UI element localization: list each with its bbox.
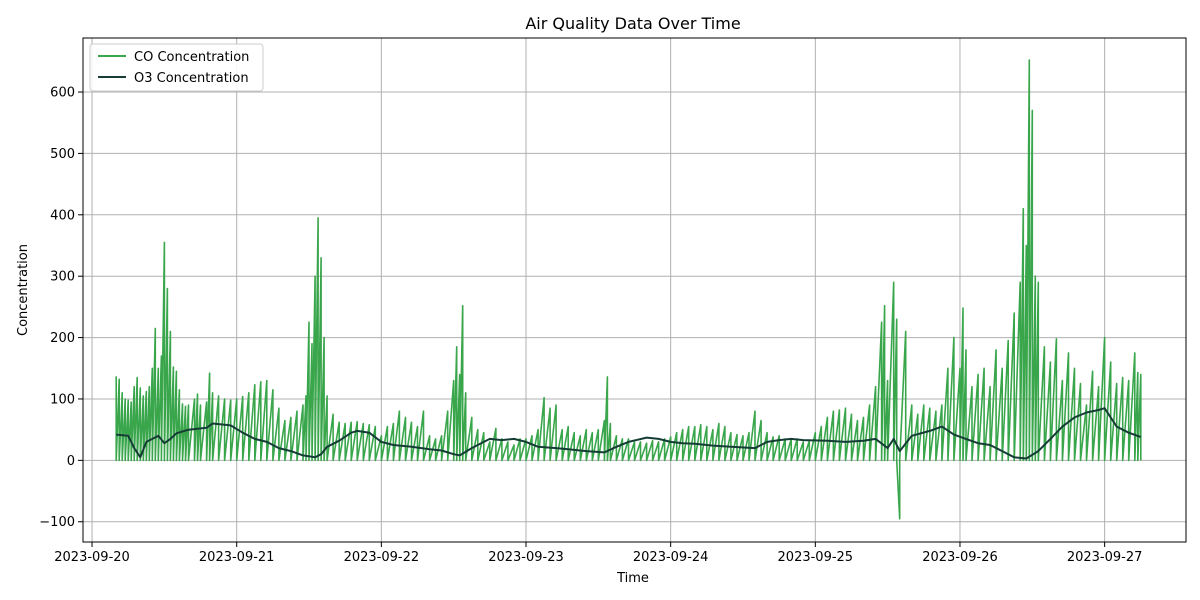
x-tick-label: 2023-09-21 (199, 550, 275, 565)
x-tick-label: 2023-09-20 (54, 550, 130, 565)
y-tick-label: 200 (50, 331, 75, 346)
x-tick-label: 2023-09-23 (488, 550, 564, 565)
legend-box (89, 43, 264, 92)
y-tick-label: 400 (50, 208, 75, 223)
y-tick-label: 500 (50, 147, 75, 162)
x-tick-label: 2023-09-24 (633, 550, 709, 565)
series-line-o3 (116, 407, 1142, 460)
x-axis-label: Time (616, 571, 649, 586)
y-tick-label: 100 (50, 392, 75, 407)
y-tick-label: −100 (39, 515, 75, 530)
plot-frame (82, 37, 1187, 543)
y-axis: −100 0 100 200 300 400 500 600 (39, 86, 83, 530)
x-tick-label: 2023-09-25 (778, 550, 854, 565)
x-axis: 2023-09-20 2023-09-21 2023-09-22 2023-09-23… (54, 542, 1142, 565)
y-tick-label: 300 (50, 270, 75, 285)
x-tick-label: 2023-09-22 (344, 550, 420, 565)
series-line-co (115, 59, 1142, 520)
legend: CO Concentration O3 Concentration (89, 43, 264, 92)
y-tick-label: 600 (50, 86, 75, 101)
x-tick-label: 2023-09-26 (922, 550, 998, 565)
chart-title: Air Quality Data Over Time (525, 14, 740, 33)
legend-label-co: CO Concentration (134, 50, 249, 65)
y-tick-label: 0 (67, 454, 75, 469)
y-axis-label: Concentration (16, 244, 31, 336)
legend-label-o3: O3 Concentration (134, 71, 249, 86)
x-tick-label: 2023-09-27 (1067, 550, 1143, 565)
series-layer (115, 59, 1142, 520)
